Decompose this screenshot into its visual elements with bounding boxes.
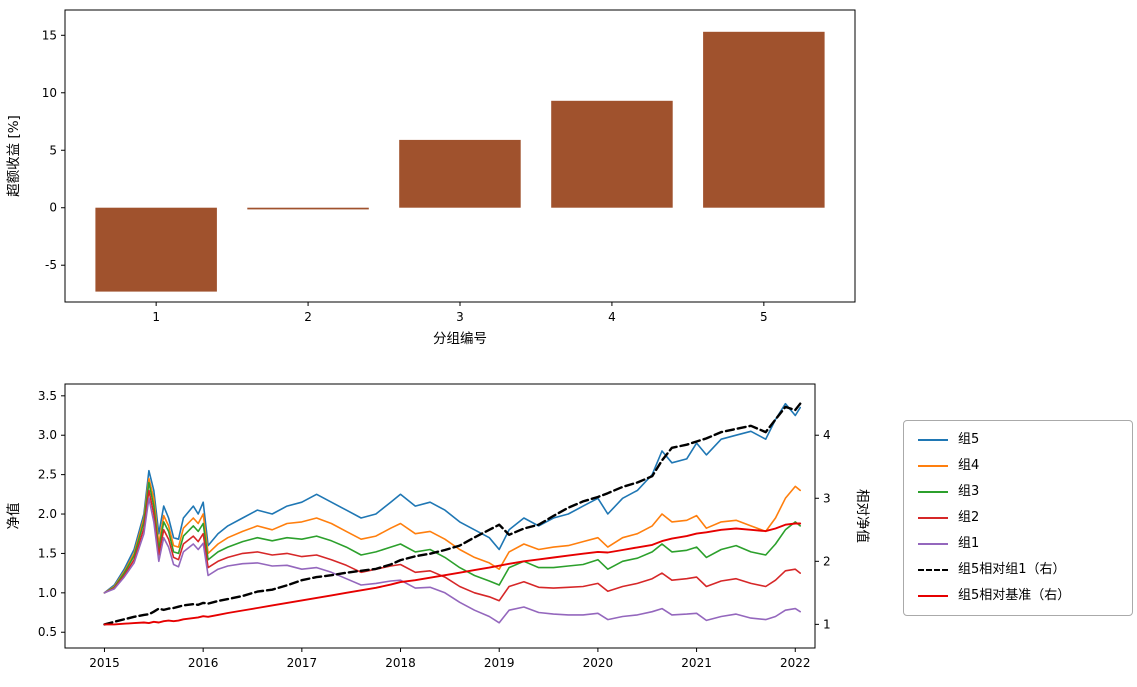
x-tick-label: 1 bbox=[152, 310, 160, 324]
legend-item-label: 组5相对组1（右） bbox=[958, 562, 1066, 577]
y-tick-label-left: 2.5 bbox=[38, 468, 57, 482]
bar-xaxis-label: 分组编号 bbox=[433, 331, 487, 347]
y-tick-label-right: 4 bbox=[823, 428, 831, 442]
legend-box: 组5 组4 组3 组2 组1 组5相对组1（右） 组5相对基准（右） bbox=[903, 420, 1133, 616]
y-tick-label-right: 2 bbox=[823, 554, 831, 568]
series-line-3 bbox=[103, 489, 802, 602]
bar-yaxis-label: 超额收益 [%] bbox=[6, 115, 22, 197]
series-line-4 bbox=[103, 497, 802, 624]
legend-item: 组2 bbox=[918, 510, 1118, 526]
x-tick-label: 2017 bbox=[287, 656, 318, 670]
legend-line-swatch bbox=[918, 595, 948, 597]
legend-item: 组1 bbox=[918, 536, 1118, 552]
legend-item-label: 组5 bbox=[958, 432, 980, 447]
y-tick-label-left: 1.5 bbox=[38, 546, 57, 560]
legend-line-swatch bbox=[918, 439, 948, 441]
series-line-2 bbox=[103, 481, 802, 594]
legend-line-swatch bbox=[918, 465, 948, 467]
series-line-5 bbox=[103, 402, 802, 626]
y-tick-label-left: 3.5 bbox=[38, 389, 57, 403]
y-tick-label: 15 bbox=[42, 28, 57, 42]
y-tick-label-left: 3.0 bbox=[38, 428, 57, 442]
y-tick-label: 10 bbox=[42, 86, 57, 100]
y-tick-label-left: 2.0 bbox=[38, 507, 57, 521]
y-tick-label-right: 3 bbox=[823, 491, 831, 505]
bar-group-5 bbox=[703, 31, 825, 208]
y-tick-label-left: 0.5 bbox=[38, 625, 57, 639]
x-tick-label: 2016 bbox=[188, 656, 219, 670]
x-tick-label: 5 bbox=[760, 310, 768, 324]
legend-item-label: 组2 bbox=[958, 510, 980, 525]
x-tick-label: 2015 bbox=[89, 656, 120, 670]
x-tick-label: 2021 bbox=[681, 656, 712, 670]
bar-group-3 bbox=[399, 139, 521, 208]
legend-dashed-line-swatch bbox=[918, 569, 948, 571]
legend-item: 组5 bbox=[918, 432, 1118, 448]
x-tick-label: 2022 bbox=[780, 656, 811, 670]
bar-group-4 bbox=[551, 100, 673, 208]
y-tick-label-left: 1.0 bbox=[38, 586, 57, 600]
legend-line-swatch bbox=[918, 543, 948, 545]
y-tick-label-right: 1 bbox=[823, 617, 831, 631]
y-tick-label: -5 bbox=[45, 258, 57, 272]
line-yaxis-label-right: 相对净值 bbox=[854, 489, 870, 543]
line-yaxis-label-left: 净值 bbox=[6, 503, 22, 530]
y-tick-label: 0 bbox=[49, 201, 57, 215]
x-tick-label: 3 bbox=[456, 310, 464, 324]
legend-item: 组3 bbox=[918, 484, 1118, 500]
series-line-0 bbox=[103, 402, 802, 594]
series-line-1 bbox=[103, 477, 802, 594]
bar-group-1 bbox=[95, 207, 217, 292]
line-plot-frame bbox=[64, 383, 816, 649]
series-line-6 bbox=[103, 522, 802, 626]
legend-item-label: 组5相对基准（右） bbox=[958, 588, 1071, 603]
x-tick-label: 2019 bbox=[484, 656, 515, 670]
legend-line-swatch bbox=[918, 491, 948, 493]
bar-chart-excess-return: -5 0 5 10 15 1 2 3 4 5 分组编号 超额收益 [%] bbox=[6, 9, 856, 347]
legend-item-label: 组4 bbox=[958, 458, 980, 473]
y-tick-label: 5 bbox=[49, 143, 57, 157]
x-tick-label: 2018 bbox=[385, 656, 416, 670]
legend-item-label: 组1 bbox=[958, 536, 980, 551]
x-tick-label: 4 bbox=[608, 310, 616, 324]
bar-group-2 bbox=[247, 207, 369, 210]
legend-item: 组5相对基准（右） bbox=[918, 588, 1118, 604]
line-chart-group-nav: 2015 2016 2017 2018 2019 2020 2021 2022 0.5 1.0 1.… bbox=[6, 383, 870, 670]
x-tick-label: 2 bbox=[304, 310, 312, 324]
legend-line-swatch bbox=[918, 517, 948, 519]
x-tick-label: 2020 bbox=[583, 656, 614, 670]
legend-item-label: 组3 bbox=[958, 484, 980, 499]
legend-item: 组4 bbox=[918, 458, 1118, 474]
legend-item: 组5相对组1（右） bbox=[918, 562, 1118, 578]
